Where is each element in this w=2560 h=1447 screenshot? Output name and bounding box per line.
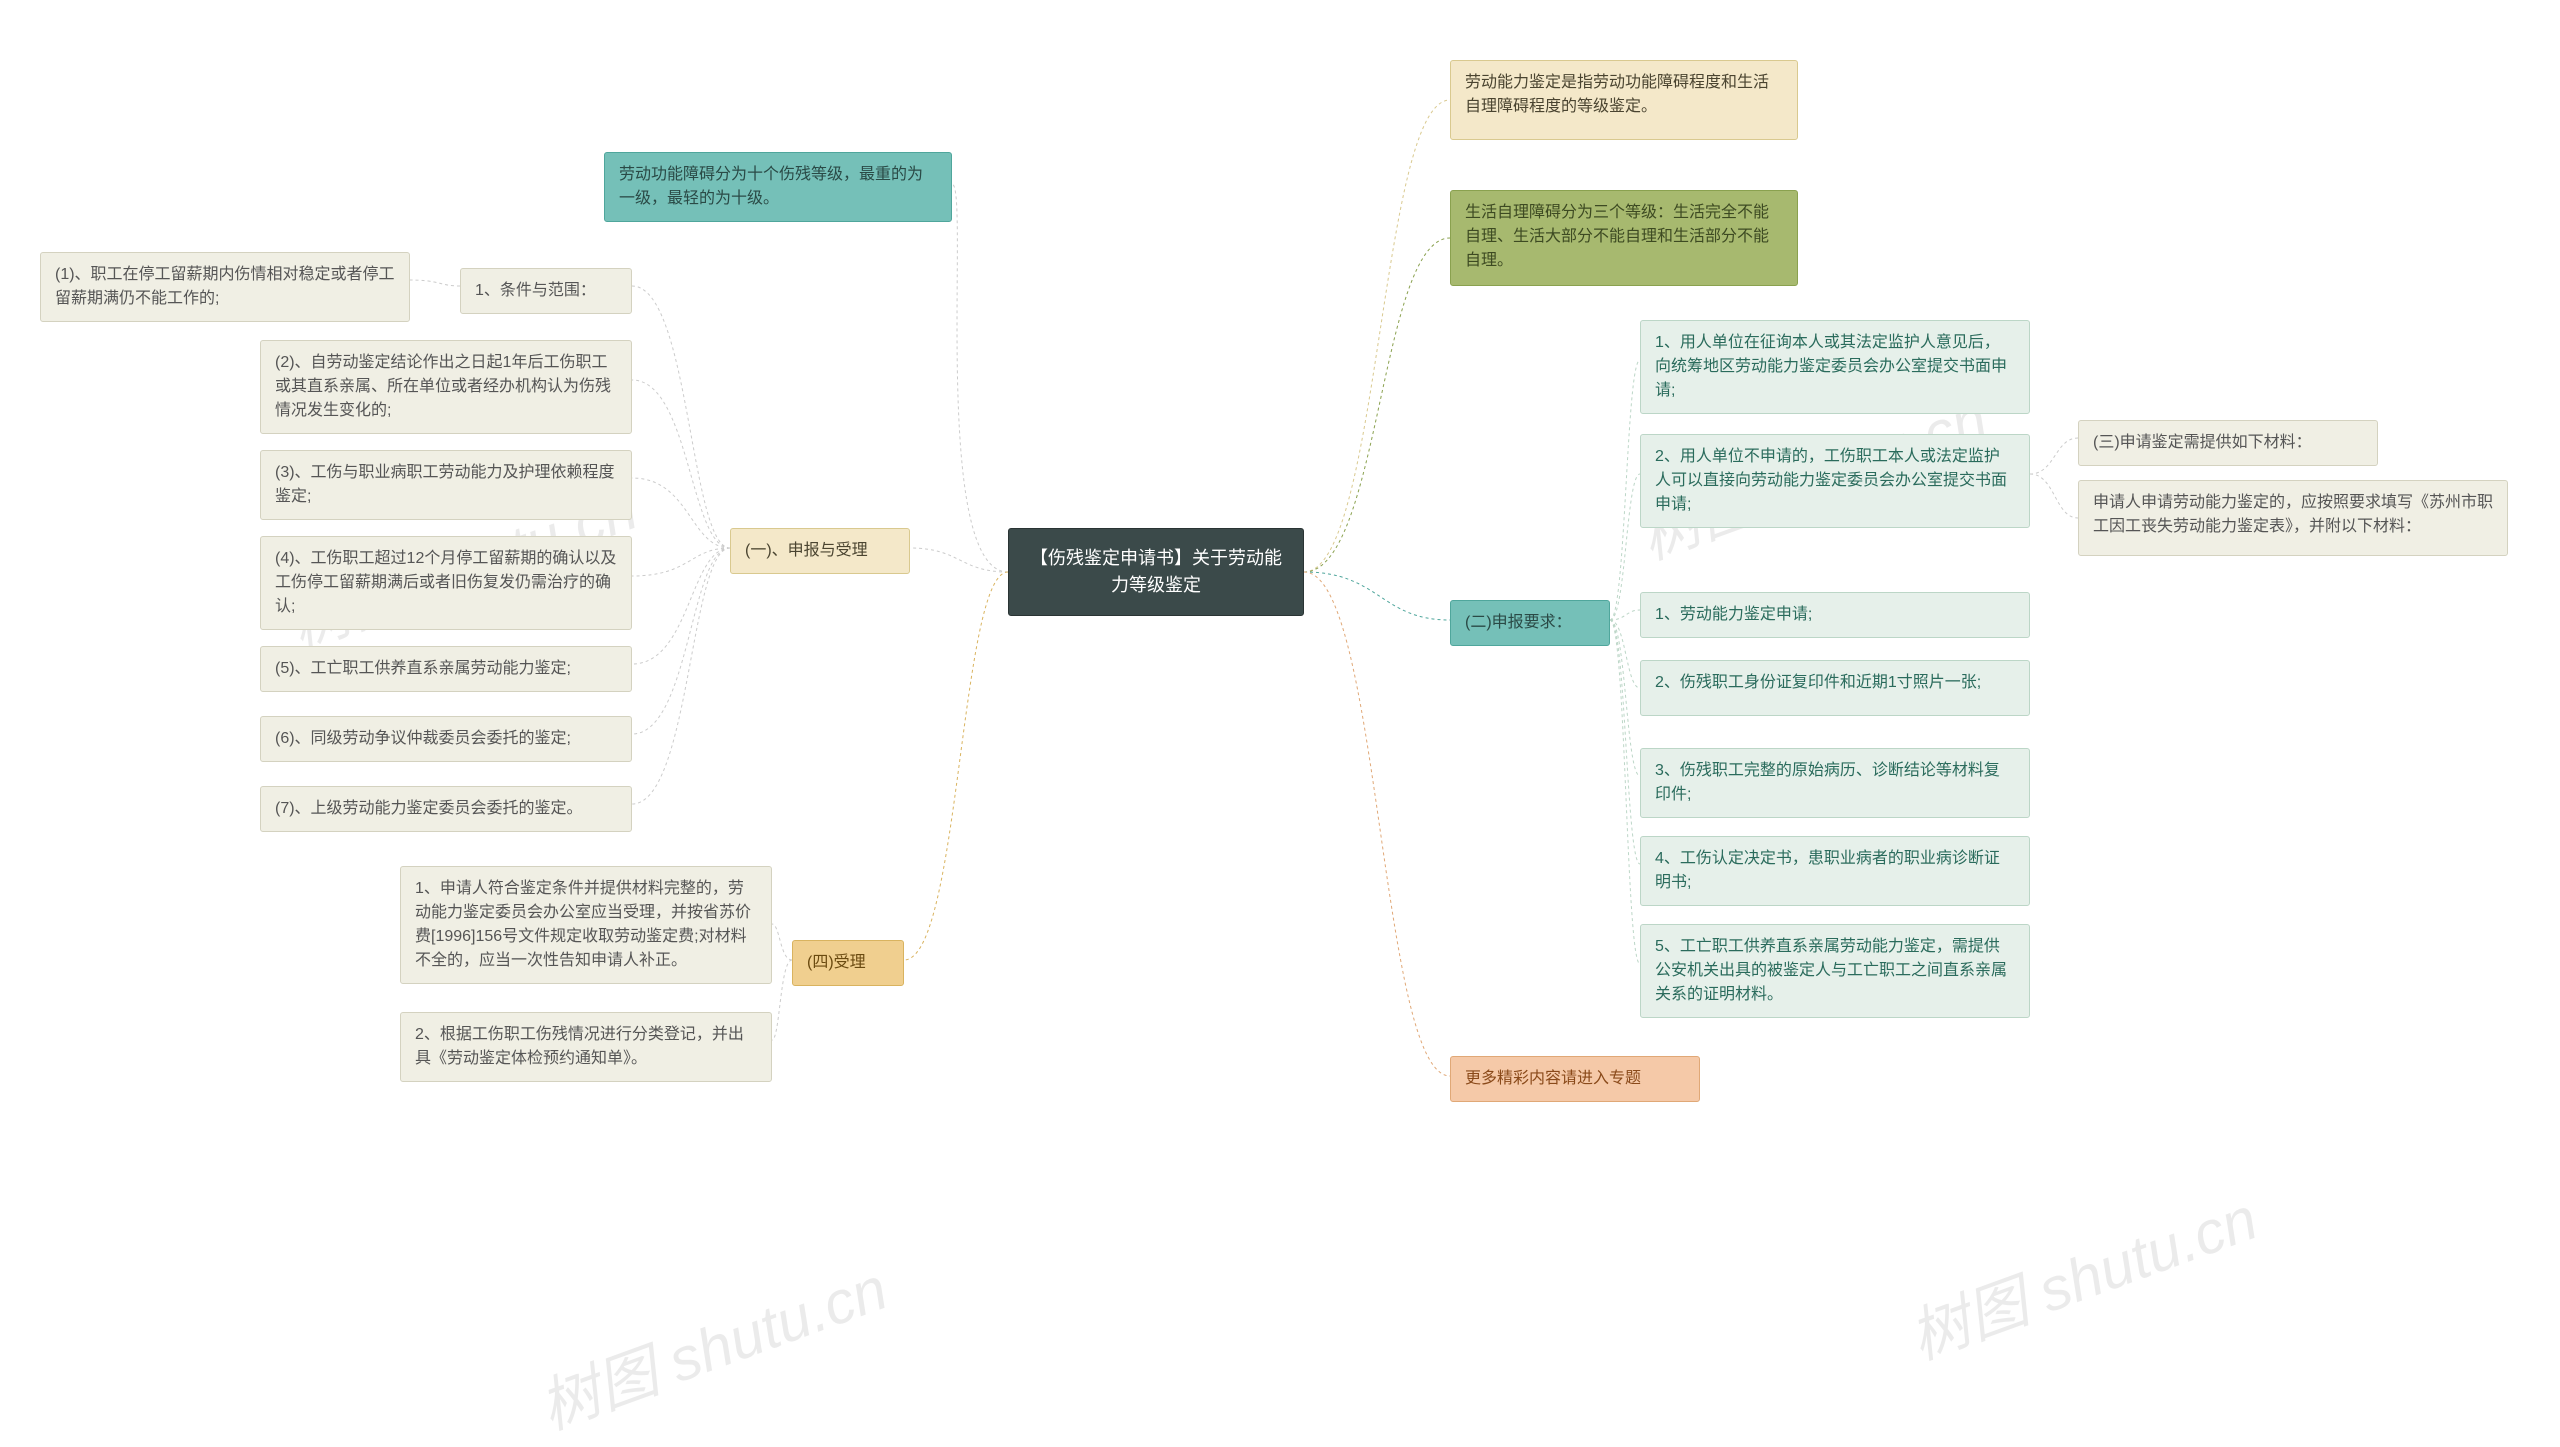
mindmap-node: (2)、自劳动鉴定结论作出之日起1年后工伤职工或其直系亲属、所在单位或者经办机构… bbox=[260, 340, 632, 434]
root-node: 【伤残鉴定申请书】关于劳动能力等级鉴定 bbox=[1008, 528, 1304, 616]
mindmap-node: 劳动能力鉴定是指劳动功能障碍程度和生活自理障碍程度的等级鉴定。 bbox=[1450, 60, 1798, 140]
mindmap-node: 4、工伤认定决定书，患职业病者的职业病诊断证明书; bbox=[1640, 836, 2030, 906]
mindmap-node: 1、劳动能力鉴定申请; bbox=[1640, 592, 2030, 638]
mindmap-node: (4)、工伤职工超过12个月停工留薪期的确认以及工伤停工留薪期满后或者旧伤复发仍… bbox=[260, 536, 632, 630]
mindmap-node: 生活自理障碍分为三个等级：生活完全不能自理、生活大部分不能自理和生活部分不能自理… bbox=[1450, 190, 1798, 286]
mindmap-node: (5)、工亡职工供养直系亲属劳动能力鉴定; bbox=[260, 646, 632, 692]
mindmap-node: 2、用人单位不申请的，工伤职工本人或法定监护人可以直接向劳动能力鉴定委员会办公室… bbox=[1640, 434, 2030, 528]
mindmap-node: 2、根据工伤职工伤残情况进行分类登记，并出具《劳动鉴定体检预约通知单》。 bbox=[400, 1012, 772, 1082]
mindmap-node: (四)受理 bbox=[792, 940, 904, 986]
mindmap-node: (二)申报要求： bbox=[1450, 600, 1610, 646]
watermark: 树图 shutu.cn bbox=[1896, 1170, 2267, 1376]
mindmap-node: (一)、申报与受理 bbox=[730, 528, 910, 574]
mindmap-node: 劳动功能障碍分为十个伤残等级，最重的为一级，最轻的为十级。 bbox=[604, 152, 952, 222]
mindmap-node: 1、条件与范围： bbox=[460, 268, 632, 314]
mindmap-node: 5、工亡职工供养直系亲属劳动能力鉴定，需提供公安机关出具的被鉴定人与工亡职工之间… bbox=[1640, 924, 2030, 1018]
watermark: 树图 shutu.cn bbox=[526, 1240, 897, 1446]
mindmap-node: 2、伤残职工身份证复印件和近期1寸照片一张; bbox=[1640, 660, 2030, 716]
mindmap-node: (三)申请鉴定需提供如下材料： bbox=[2078, 420, 2378, 466]
mindmap-node: (3)、工伤与职业病职工劳动能力及护理依赖程度鉴定; bbox=[260, 450, 632, 520]
mindmap-node: (7)、上级劳动能力鉴定委员会委托的鉴定。 bbox=[260, 786, 632, 832]
mindmap-node: 1、申请人符合鉴定条件并提供材料完整的，劳动能力鉴定委员会办公室应当受理，并按省… bbox=[400, 866, 772, 984]
mindmap-node: (6)、同级劳动争议仲裁委员会委托的鉴定; bbox=[260, 716, 632, 762]
mindmap-node: 申请人申请劳动能力鉴定的，应按照要求填写《苏州市职工因工丧失劳动能力鉴定表》，并… bbox=[2078, 480, 2508, 556]
mindmap-node: 更多精彩内容请进入专题 bbox=[1450, 1056, 1700, 1102]
mindmap-node: 1、用人单位在征询本人或其法定监护人意见后，向统筹地区劳动能力鉴定委员会办公室提… bbox=[1640, 320, 2030, 414]
mindmap-node: 3、伤残职工完整的原始病历、诊断结论等材料复印件; bbox=[1640, 748, 2030, 818]
mindmap-node: (1)、职工在停工留薪期内伤情相对稳定或者停工留薪期满仍不能工作的; bbox=[40, 252, 410, 322]
